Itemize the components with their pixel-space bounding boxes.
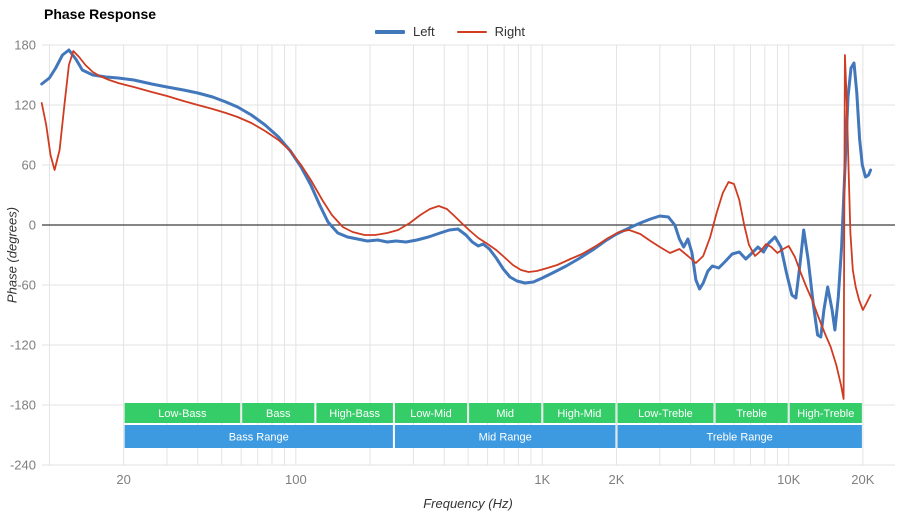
series-right-curve	[40, 50, 872, 400]
band-low-treble	[617, 403, 714, 423]
band-label: Low-Mid	[410, 408, 452, 420]
band-label: High-Treble	[797, 408, 854, 420]
legend-item-left[interactable]: Left	[374, 24, 435, 39]
band-low-mid	[394, 403, 468, 423]
band-treble	[715, 403, 788, 423]
y-tick-label: -120	[10, 338, 36, 353]
x-tick-label: 20K	[851, 472, 874, 487]
chart-title: Phase Response	[44, 6, 157, 22]
band-mid	[469, 403, 542, 423]
band-high-treble	[789, 403, 862, 423]
y-axis-title: Phase (degrees)	[4, 206, 20, 304]
x-axis-title: Frequency (Hz)	[423, 496, 513, 511]
band-label: Low-Treble	[638, 408, 693, 420]
band-low-bass	[124, 403, 241, 423]
band-label: Bass	[266, 408, 291, 420]
y-tick-label: 120	[14, 98, 36, 113]
band-bass	[242, 403, 315, 423]
band-mid-range	[394, 425, 616, 448]
y-tick-label: 180	[14, 38, 36, 53]
legend-label-left: Left	[412, 24, 435, 39]
x-tick-label: 1K	[534, 472, 550, 487]
band-label: Low-Bass	[158, 408, 207, 420]
x-tick-label: 2K	[609, 472, 625, 487]
band-label: Treble	[736, 408, 767, 420]
right-series-swatch	[456, 30, 487, 33]
series-left-curve	[40, 48, 873, 339]
band-label: Mid	[496, 408, 514, 420]
x-tick-label: 10K	[777, 472, 800, 487]
legend-label-right: Right	[494, 24, 526, 39]
band-label: High-Bass	[329, 408, 380, 420]
left-series-swatch	[374, 29, 405, 34]
band-bass-range	[124, 425, 393, 448]
band-label: High-Mid	[557, 408, 601, 420]
x-tick-label: 100	[285, 472, 307, 487]
band-treble-range	[617, 425, 862, 448]
y-tick-label: 0	[29, 218, 36, 233]
y-tick-label: 60	[22, 158, 36, 173]
y-tick-label: -60	[17, 278, 36, 293]
band-label: Mid Range	[479, 432, 532, 444]
y-tick-label: -240	[10, 458, 36, 473]
band-label: Treble Range	[707, 432, 773, 444]
legend: Left Right	[374, 24, 526, 39]
band-high-bass	[316, 403, 393, 423]
band-label: Bass Range	[229, 432, 289, 444]
y-tick-label: -180	[10, 398, 36, 413]
band-high-mid	[543, 403, 616, 423]
x-tick-label: 20	[116, 472, 130, 487]
legend-item-right[interactable]: Right	[456, 24, 526, 39]
